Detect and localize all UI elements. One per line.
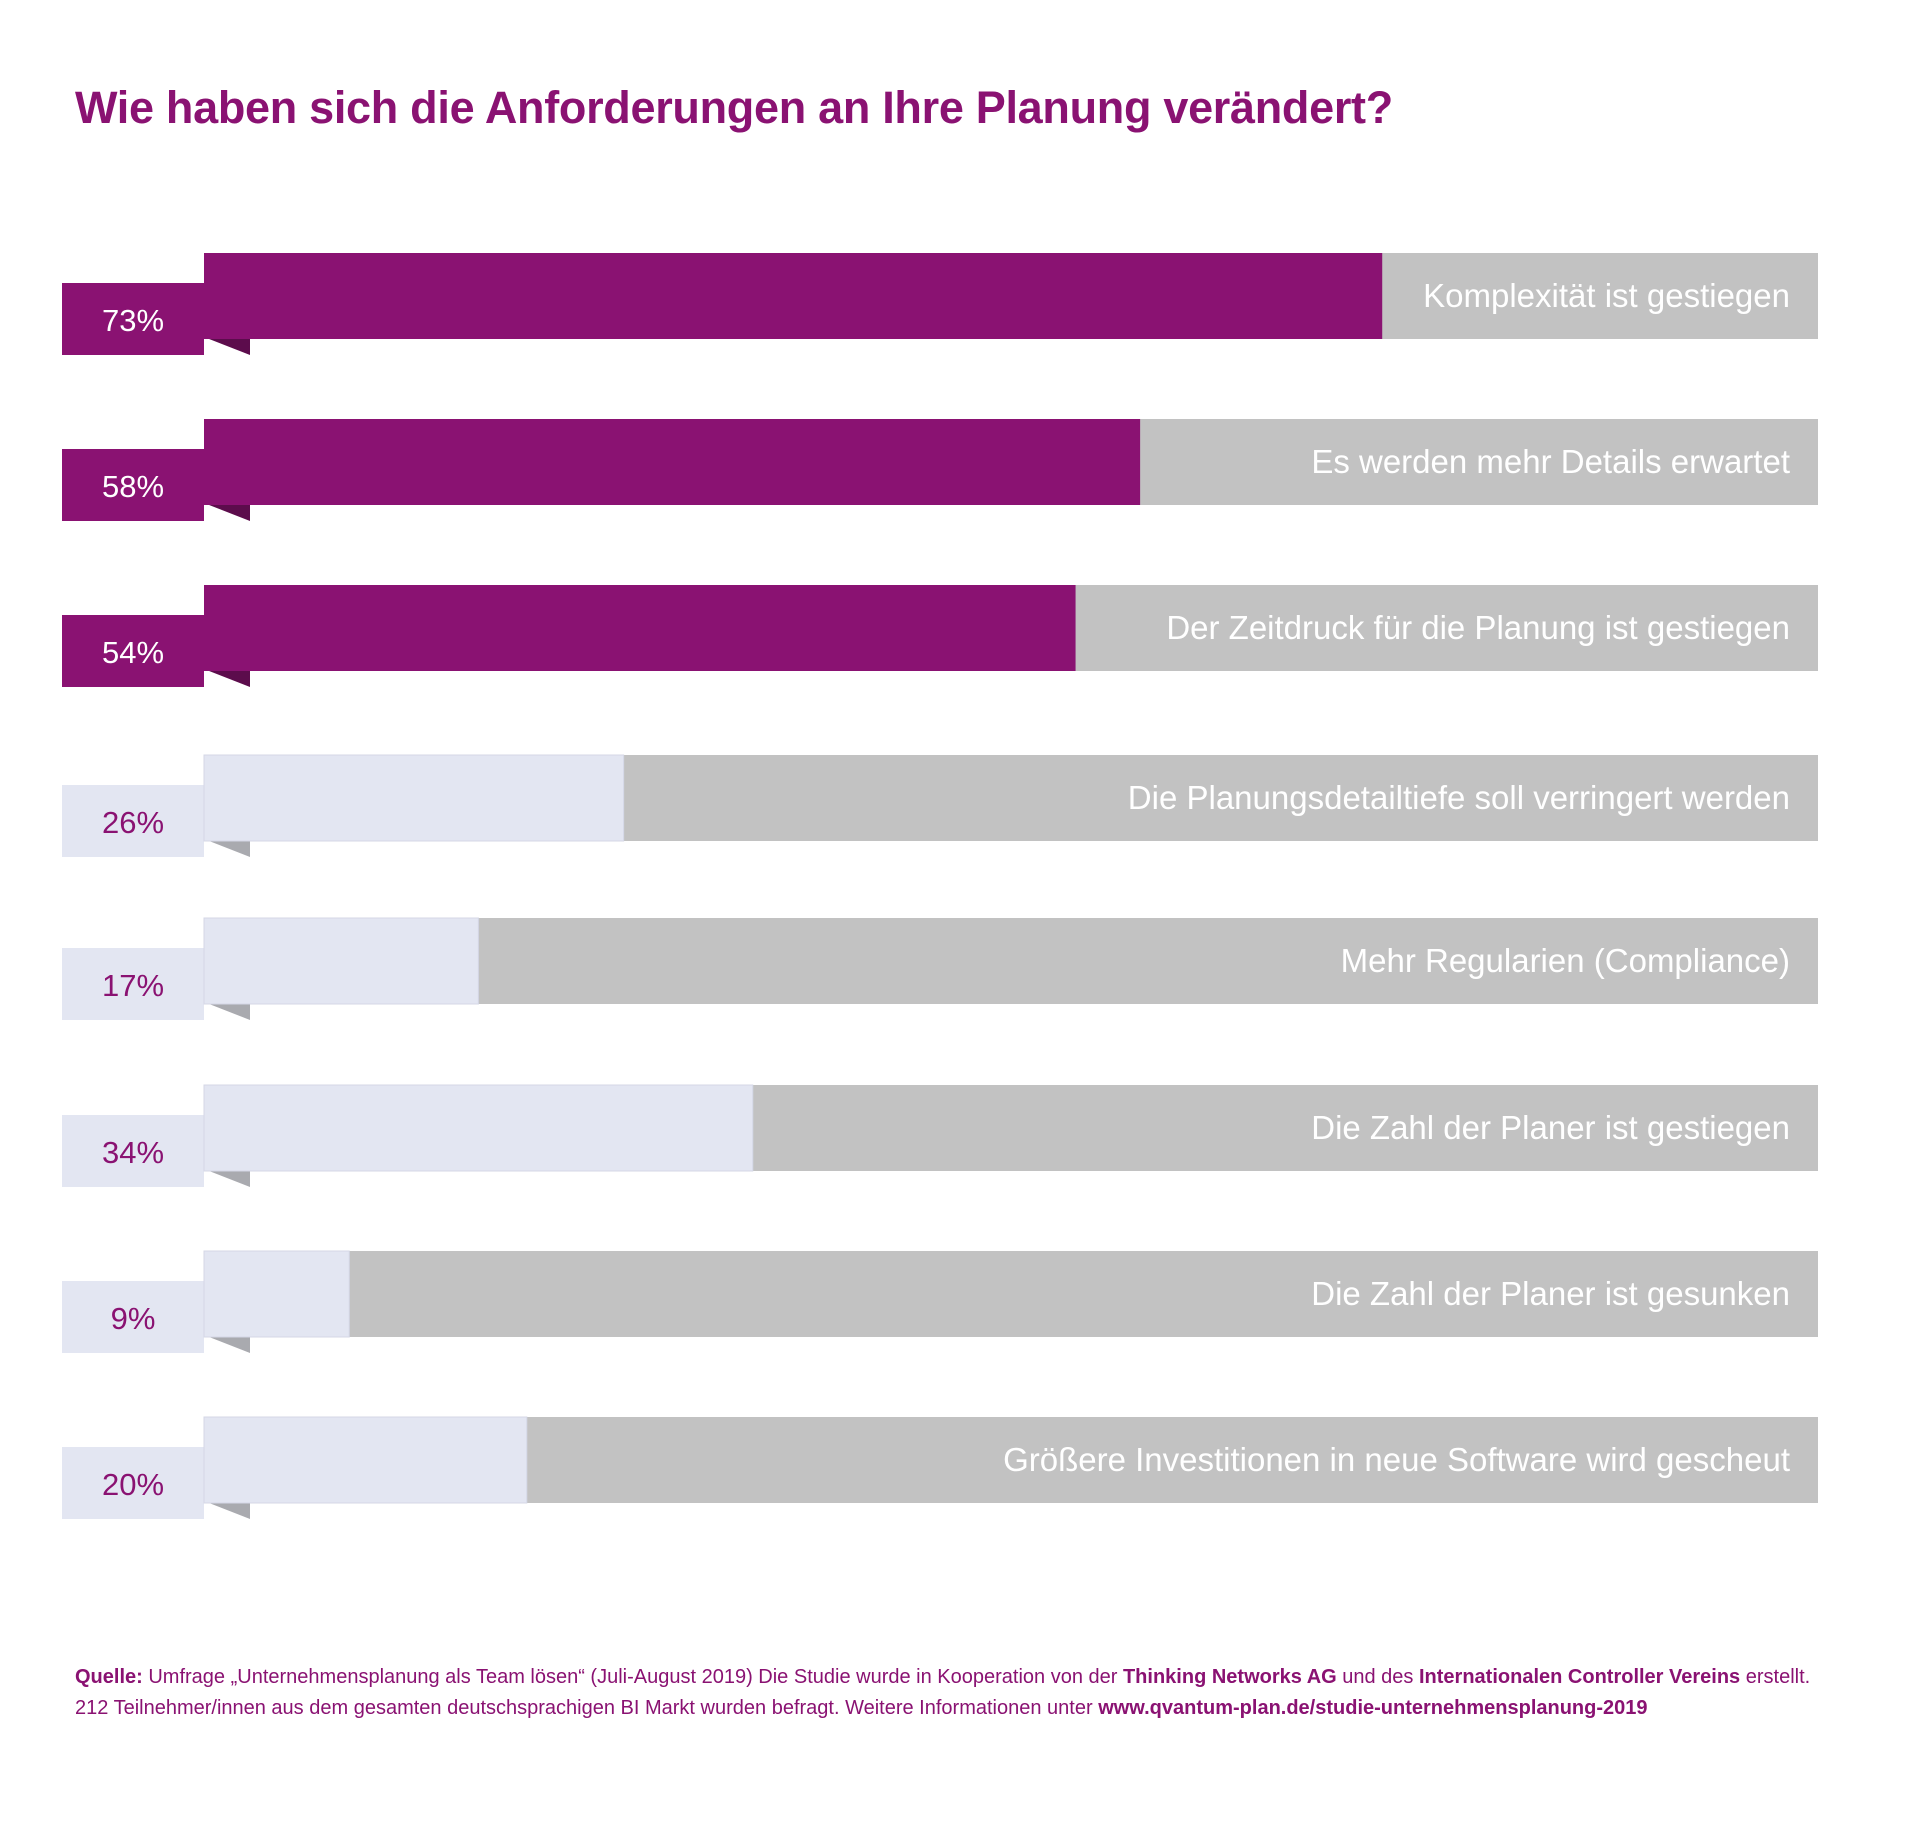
value-label: 73% (102, 303, 164, 338)
category-label: Komplexität ist gestiegen (1423, 277, 1790, 314)
value-label: 34% (102, 1135, 164, 1170)
value-label: 9% (111, 1301, 156, 1336)
category-label: Mehr Regularien (Compliance) (1341, 942, 1790, 979)
category-label: Größere Investitionen in neue Software w… (1003, 1441, 1790, 1478)
value-label: 58% (102, 469, 164, 504)
bar-track (204, 1251, 1818, 1337)
ribbon-fold (204, 1169, 250, 1187)
bar (204, 253, 1383, 339)
ribbon-fold (204, 669, 250, 687)
category-label: Die Zahl der Planer ist gesunken (1311, 1275, 1790, 1312)
value-tab (62, 283, 204, 355)
ribbon-fold (204, 1501, 250, 1519)
source-text-2: und des (1336, 1666, 1419, 1688)
ribbon-fold (204, 1002, 250, 1020)
value-label: 17% (102, 968, 164, 1003)
source-note: Quelle: Umfrage „Unternehmensplanung als… (75, 1662, 1875, 1724)
value-tab (62, 1281, 204, 1353)
chart-title: Wie haben sich die Anforderungen an Ihre… (75, 82, 1393, 133)
source-text-4: 212 Teilnehmer/innen aus dem gesamten de… (75, 1697, 1099, 1719)
category-label: Die Planungsdetailtiefe soll verringert … (1128, 779, 1790, 816)
source-label: Quelle: (75, 1666, 143, 1688)
source-org-2: Internationalen Controller Vereins (1419, 1666, 1741, 1688)
source-text-3: erstellt. (1740, 1666, 1811, 1688)
value-tab (62, 449, 204, 521)
value-tab (62, 1447, 204, 1519)
bar (203, 1084, 754, 1172)
bar (203, 754, 625, 842)
value-tab (62, 1115, 204, 1187)
value-tab (62, 615, 204, 687)
source-url: www.qvantum-plan.de/studie-unternehmensp… (1098, 1697, 1648, 1719)
ribbon-fold (204, 337, 250, 355)
bar (203, 1416, 528, 1504)
value-label: 20% (102, 1467, 164, 1502)
ribbon-fold (204, 839, 250, 857)
category-label: Der Zeitdruck für die Planung ist gestie… (1166, 609, 1790, 646)
bar (203, 1250, 350, 1338)
category-label: Es werden mehr Details erwartet (1311, 443, 1790, 480)
ribbon-fold (204, 503, 250, 521)
bar (203, 917, 479, 1005)
value-label: 54% (102, 635, 164, 670)
value-tab (62, 948, 204, 1020)
category-label: Die Zahl der Planer ist gestiegen (1311, 1109, 1790, 1146)
bar (204, 585, 1076, 671)
ribbon-fold (204, 1335, 250, 1353)
source-text-1: Umfrage „Unternehmensplanung als Team lö… (142, 1666, 1123, 1688)
source-org-1: Thinking Networks AG (1122, 1666, 1337, 1688)
value-tab (62, 785, 204, 857)
value-label: 26% (102, 805, 164, 840)
bar (204, 419, 1141, 505)
